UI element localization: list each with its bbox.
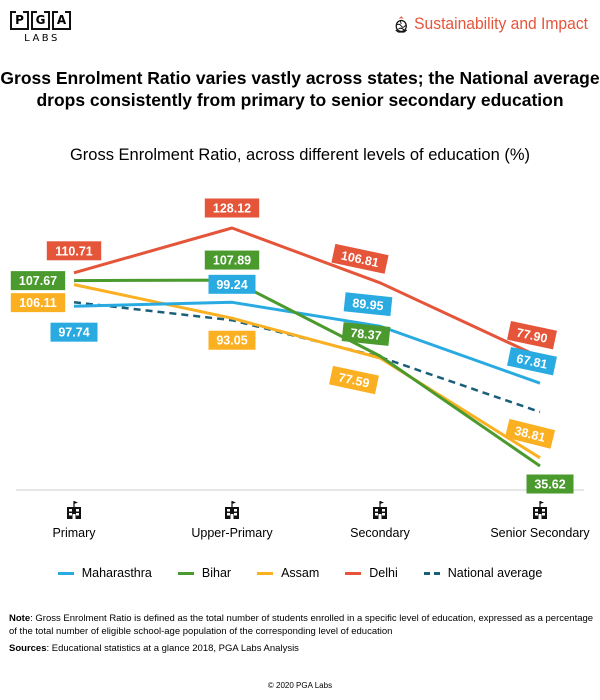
legend-label: Maharasthra bbox=[81, 566, 152, 580]
data-label-text: 128.12 bbox=[213, 202, 251, 216]
globe-plant-icon bbox=[395, 16, 408, 33]
logo-letter: P bbox=[10, 11, 29, 30]
pga-labs-logo: P G A LABS bbox=[10, 11, 78, 44]
data-label-text: 97.74 bbox=[58, 326, 89, 340]
series-line-national-average bbox=[73, 300, 541, 414]
x-tick-label: Primary bbox=[52, 526, 96, 540]
data-label-maharasthra: 99.24 bbox=[208, 274, 256, 294]
data-label-maharasthra: 67.81 bbox=[507, 346, 557, 376]
data-label-text: 35.62 bbox=[534, 478, 565, 492]
logo-subtitle: LABS bbox=[24, 33, 60, 44]
data-label-assam: 77.59 bbox=[329, 365, 379, 395]
data-label-delhi: 77.90 bbox=[507, 321, 557, 350]
headline-line-1: Gross Enrolment Ratio varies vastly acro… bbox=[0, 68, 600, 88]
series-line-delhi bbox=[73, 226, 541, 359]
brand-label: Sustainability and Impact bbox=[394, 14, 588, 34]
note: Note: Gross Enrolment Ratio is defined a… bbox=[9, 613, 594, 638]
data-label-assam: 93.05 bbox=[208, 330, 256, 350]
sources: Sources: Educational statistics at a gla… bbox=[9, 643, 299, 654]
data-label-text: 107.67 bbox=[19, 274, 57, 288]
data-label-text: 99.24 bbox=[216, 278, 247, 292]
data-label-assam: 106.11 bbox=[10, 293, 66, 313]
data-label-assam: 38.81 bbox=[504, 418, 556, 449]
school-building-icon bbox=[370, 500, 390, 520]
sources-text: : Educational statistics at a glance 201… bbox=[46, 643, 299, 654]
chart-legend: Maharasthra Bihar Assam Delhi National avera… bbox=[0, 566, 600, 580]
legend-label: Delhi bbox=[369, 566, 398, 580]
data-label-text: 77.59 bbox=[337, 370, 371, 390]
data-label-maharasthra: 89.95 bbox=[343, 292, 393, 317]
legend-item-national-average: National average bbox=[423, 566, 543, 580]
data-label-text: 77.90 bbox=[515, 326, 549, 346]
legend-item-bihar: Bihar bbox=[177, 566, 232, 580]
school-building-icon bbox=[64, 500, 84, 520]
copyright: © 2020 PGA Labs bbox=[267, 681, 333, 690]
legend-swatch bbox=[345, 571, 362, 575]
data-label-bihar: 107.89 bbox=[204, 250, 260, 270]
legend-item-assam: Assam bbox=[257, 566, 319, 580]
data-label-bihar: 107.67 bbox=[10, 271, 66, 291]
data-label-delhi: 110.71 bbox=[46, 241, 102, 261]
legend-label: Assam bbox=[281, 566, 320, 580]
legend-item-delhi: Delhi bbox=[345, 566, 398, 580]
chart-title: Gross Enrolment Ratio, across different … bbox=[69, 146, 531, 164]
x-tick-label: Senior Secondary bbox=[490, 526, 590, 540]
legend-swatch bbox=[423, 571, 440, 575]
data-label-bihar: 35.62 bbox=[526, 474, 574, 494]
legend-label: National average bbox=[447, 566, 543, 580]
data-label-text: 67.81 bbox=[515, 352, 549, 372]
logo-letter: A bbox=[52, 11, 71, 30]
data-label-text: 93.05 bbox=[216, 334, 247, 348]
data-label-text: 78.37 bbox=[350, 326, 383, 343]
data-label-text: 106.11 bbox=[19, 296, 57, 310]
legend-label: Bihar bbox=[201, 566, 232, 580]
data-label-delhi: 106.81 bbox=[331, 243, 389, 274]
note-label: Note bbox=[9, 613, 31, 624]
series-line-maharasthra bbox=[73, 300, 541, 385]
legend-swatch bbox=[257, 571, 274, 575]
note-text: : Gross Enrolment Ratio is defined as th… bbox=[9, 613, 594, 637]
school-building-icon bbox=[222, 500, 242, 520]
legend-swatch bbox=[57, 571, 74, 575]
data-label-text: 110.71 bbox=[55, 244, 93, 258]
school-building-icon bbox=[530, 500, 550, 520]
legend-swatch bbox=[177, 571, 194, 575]
headline-line-2: drops consistently from primary to senio… bbox=[36, 90, 564, 110]
headline: Gross Enrolment Ratio varies vastly acro… bbox=[0, 67, 600, 111]
data-label-text: 89.95 bbox=[352, 296, 385, 313]
x-tick-label: Upper-Primary bbox=[191, 526, 273, 540]
data-label-bihar: 78.37 bbox=[341, 322, 391, 346]
series-line-assam bbox=[73, 283, 541, 460]
x-tick-label: Secondary bbox=[350, 526, 410, 540]
data-label-delhi: 128.12 bbox=[204, 198, 260, 218]
data-label-maharasthra: 97.74 bbox=[50, 322, 98, 342]
series-line-bihar bbox=[73, 278, 541, 468]
logo-letter: G bbox=[31, 11, 50, 30]
legend-item-maharasthra: Maharasthra bbox=[57, 566, 152, 580]
brand-text: Sustainability and Impact bbox=[414, 14, 588, 33]
data-label-text: 107.89 bbox=[213, 254, 251, 268]
sources-label: Sources bbox=[9, 643, 47, 654]
